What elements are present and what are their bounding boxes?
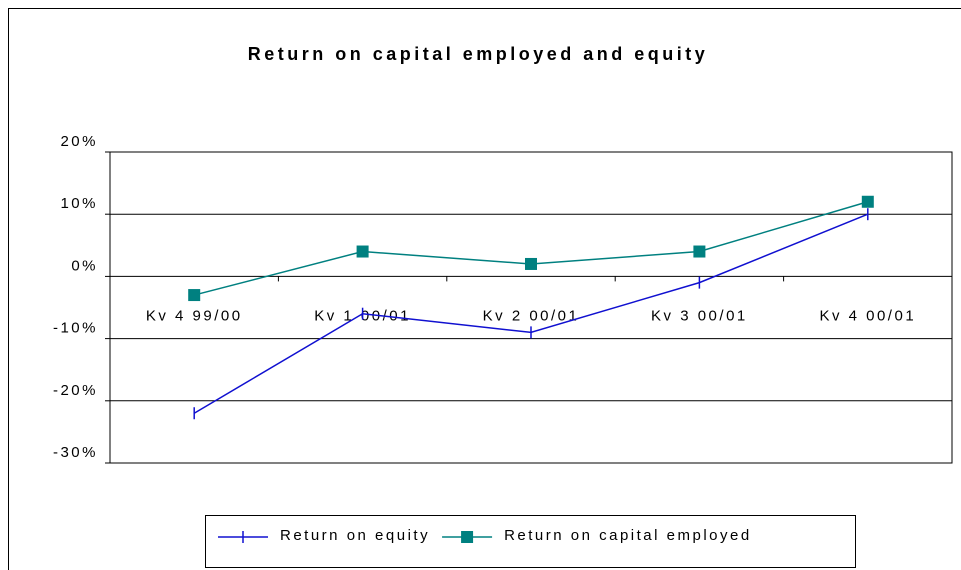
- x-tick-label: Kv 3 00/01: [651, 307, 748, 324]
- legend-label: Return on capital employed: [504, 527, 752, 544]
- marker: [188, 289, 201, 302]
- marker: [356, 245, 369, 258]
- marker: [461, 531, 474, 543]
- y-tick-label: -30%: [53, 444, 98, 461]
- y-tick-label: 20%: [60, 133, 98, 150]
- y-tick-label: 0%: [71, 257, 98, 274]
- legend: [205, 515, 856, 568]
- marker: [693, 245, 706, 258]
- marker: [861, 195, 874, 208]
- legend-label: Return on equity: [280, 527, 430, 544]
- x-tick-label: Kv 4 00/01: [819, 307, 916, 324]
- chart-frame: [8, 8, 961, 570]
- y-tick-label: -20%: [53, 382, 98, 399]
- x-tick-label: Kv 4 99/00: [146, 307, 243, 324]
- y-tick-label: 10%: [60, 195, 98, 212]
- x-tick-label: Kv 1 00/01: [314, 307, 411, 324]
- chart-title: Return on capital employed and equity: [248, 44, 709, 64]
- y-tick-label: -10%: [53, 320, 98, 337]
- x-tick-label: Kv 2 00/01: [483, 307, 580, 324]
- marker: [525, 257, 537, 270]
- series-line: [194, 201, 869, 296]
